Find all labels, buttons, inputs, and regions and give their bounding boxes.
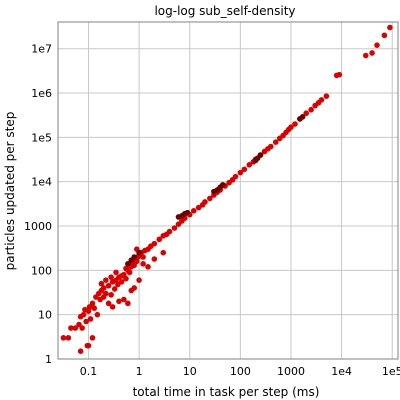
- data-point: [60, 335, 67, 341]
- data-point: [65, 335, 72, 341]
- x-tick-label: 100: [230, 365, 251, 378]
- data-point: [123, 265, 129, 272]
- data-point: [369, 50, 375, 56]
- data-point: [140, 254, 146, 260]
- data-point: [85, 308, 92, 314]
- data-point: [131, 262, 137, 269]
- y-axis-title: particles updated per step: [3, 112, 17, 271]
- data-point: [237, 169, 244, 176]
- data-point: [118, 279, 125, 285]
- data-point: [111, 286, 118, 292]
- data-point: [308, 106, 314, 113]
- data-point: [133, 258, 140, 265]
- data-point: [100, 285, 107, 291]
- data-point: [77, 348, 84, 354]
- data-point: [121, 296, 127, 303]
- data-point: [94, 311, 101, 318]
- x-tick-label: 1: [136, 365, 143, 378]
- data-point: [126, 269, 133, 276]
- data-point: [89, 335, 96, 341]
- axis-ticks: 0.1 1 10 100 1000 1e4 1e5 1 10 100 1000 1e4 1e5 1e6 1e…: [24, 43, 400, 378]
- data-point: [190, 208, 197, 214]
- data-point: [136, 277, 142, 283]
- data-point: [257, 152, 264, 158]
- data-point: [207, 195, 213, 202]
- data-point: [125, 261, 131, 267]
- x-axis-title: total time in task per step (ms): [133, 385, 320, 399]
- data-point: [91, 305, 98, 311]
- data-point: [336, 71, 343, 78]
- data-point: [374, 42, 380, 48]
- data-point: [303, 110, 310, 117]
- data-point: [381, 32, 388, 39]
- data-point: [79, 325, 85, 331]
- x-tick-label: 1e4: [331, 365, 352, 378]
- data-point: [108, 274, 114, 281]
- data-point: [292, 121, 298, 127]
- data-point: [100, 294, 107, 300]
- data-point: [219, 182, 226, 188]
- data-point: [246, 162, 253, 168]
- y-tick-label: 1e5: [31, 131, 52, 144]
- y-tick-label: 10: [38, 309, 52, 322]
- data-point: [118, 273, 125, 279]
- data-point: [171, 225, 178, 231]
- data-point: [140, 261, 146, 267]
- data-point: [145, 264, 151, 270]
- data-point: [89, 300, 96, 307]
- data-point: [87, 316, 94, 322]
- data-point: [128, 287, 135, 294]
- grid: [58, 22, 398, 360]
- data-point: [241, 166, 248, 173]
- data-point: [83, 318, 89, 325]
- data-point: [68, 325, 74, 331]
- data-point: [288, 124, 294, 130]
- y-tick-label: 100: [31, 264, 52, 277]
- data-point: [109, 304, 116, 310]
- data-point: [272, 139, 279, 145]
- data-point: [202, 199, 208, 205]
- data-point: [166, 228, 173, 235]
- data-point: [123, 275, 129, 282]
- data-point: [105, 300, 112, 307]
- y-tick-label: 1e7: [31, 43, 52, 56]
- data-point: [387, 24, 393, 31]
- data-point: [125, 300, 131, 307]
- chart-title: log-log sub_self-density: [154, 4, 295, 18]
- data-point: [362, 52, 369, 59]
- data-point: [136, 249, 142, 256]
- data-point: [268, 143, 274, 150]
- data-points: [60, 24, 393, 354]
- data-point: [184, 209, 191, 216]
- data-point: [151, 240, 158, 247]
- data-point: [318, 97, 325, 103]
- data-point: [103, 277, 109, 283]
- x-tick-label: 1e5: [382, 365, 400, 378]
- data-point: [105, 282, 112, 289]
- x-tick-label: 0.1: [80, 365, 98, 378]
- data-point: [323, 93, 330, 99]
- data-point: [116, 298, 122, 305]
- data-point: [108, 292, 114, 298]
- data-point: [151, 256, 158, 262]
- data-point: [299, 114, 306, 120]
- plot-area-frame: [57, 21, 399, 360]
- data-point: [113, 269, 119, 276]
- y-tick-label: 1e4: [31, 176, 52, 189]
- y-tick-label: 1e6: [31, 87, 52, 100]
- data-point: [72, 325, 79, 331]
- x-tick-label: 1000: [277, 365, 305, 378]
- data-point: [131, 254, 137, 260]
- data-point: [80, 311, 87, 318]
- data-point: [98, 280, 105, 287]
- x-tick-label: 10: [183, 365, 197, 378]
- data-point: [160, 249, 167, 256]
- data-point: [195, 204, 202, 211]
- data-point: [232, 173, 239, 180]
- data-point: [156, 236, 163, 243]
- y-tick-label: 1000: [24, 220, 52, 233]
- data-point: [85, 342, 92, 349]
- y-tick-label: 1: [45, 353, 52, 366]
